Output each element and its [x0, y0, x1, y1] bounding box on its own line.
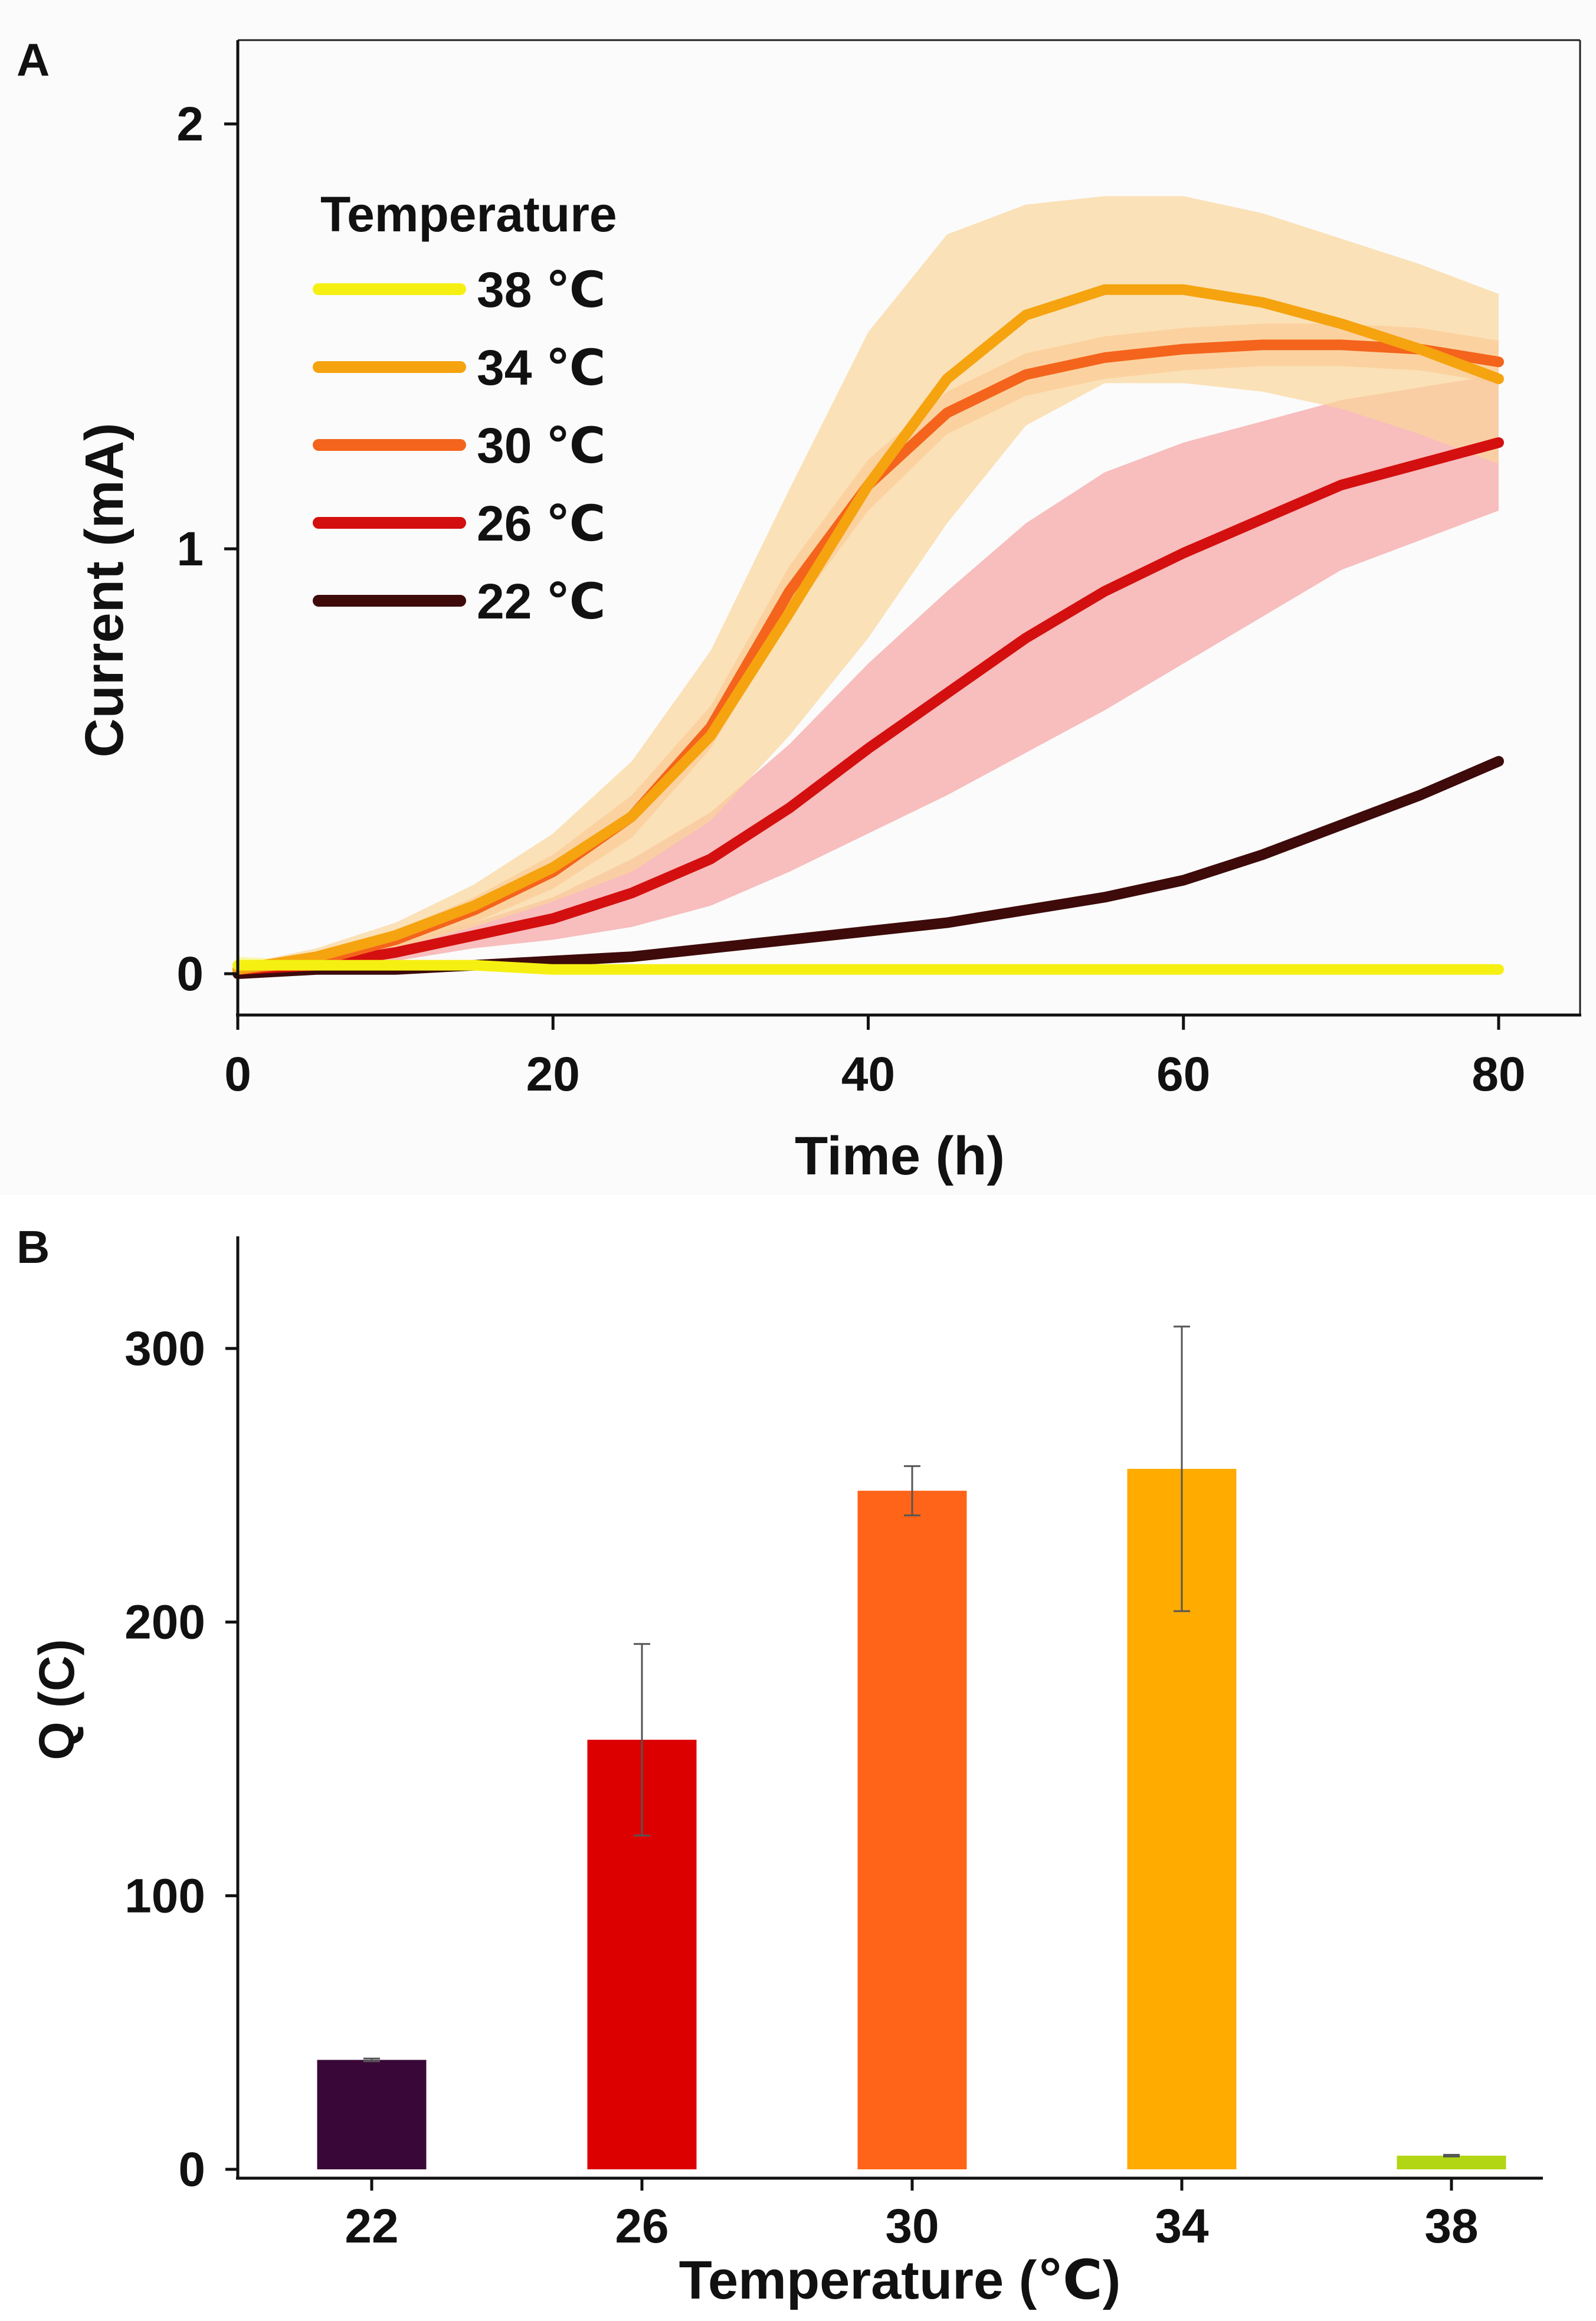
bar-30 — [857, 1491, 967, 2169]
bar-22 — [317, 2060, 427, 2169]
x-tick-label: 80 — [1472, 1047, 1525, 1101]
x-tick-label: 40 — [841, 1047, 895, 1101]
y-tick-label: 1 — [176, 522, 204, 576]
x-tick-label: 60 — [1156, 1047, 1210, 1101]
panel-b-ticks: 22 26 30 34 38 0 100 200 300 — [124, 1322, 1478, 2253]
error-band-34 — [238, 196, 1499, 974]
y-tick-label: 200 — [124, 1596, 205, 1649]
x-tick-label: 22 — [345, 2199, 398, 2253]
panel-b: B 22 26 30 34 38 0 100 200 300 Temperature (℃) Q… — [17, 1221, 1543, 2310]
panel-a-series-lines — [232, 284, 1504, 979]
error-bar-30 — [904, 1465, 920, 1517]
y-tick-label: 0 — [176, 947, 204, 1001]
bar-38 — [1397, 2155, 1506, 2169]
panel-a: A 0 20 40 60 80 0 1 2 Time (h) Current (mA) Tem… — [17, 34, 1581, 1186]
error-bar-34 — [1174, 1325, 1190, 1612]
panel-a-x-axis-title: Time (h) — [795, 1126, 1005, 1186]
y-tick-label: 100 — [124, 1869, 205, 1923]
series-line-34 — [232, 284, 1504, 975]
error-bar-22 — [363, 2057, 380, 2063]
x-tick-label: 26 — [615, 2199, 668, 2253]
panel-b-x-axis-title: Temperature (℃) — [679, 2250, 1121, 2310]
legend-label-26: 26 ℃ — [477, 496, 606, 551]
panel-b-letter: B — [17, 1221, 50, 1273]
y-tick-label: 2 — [176, 97, 204, 151]
series-line-26 — [232, 437, 1504, 975]
y-tick-label: 0 — [178, 2143, 205, 2196]
panel-b-error-bars — [363, 1325, 1460, 2158]
x-tick-label: 30 — [885, 2199, 939, 2253]
panel-b-y-axis-title: Q (C) — [29, 1639, 84, 1760]
legend-label-30: 30 ℃ — [477, 418, 606, 473]
panel-a-letter: A — [17, 34, 50, 86]
legend-title: Temperature — [320, 186, 617, 242]
panel-a-y-axis-title: Current (mA) — [74, 423, 135, 757]
x-tick-label: 34 — [1155, 2199, 1209, 2253]
legend-label-34: 34 ℃ — [477, 340, 606, 395]
panel-a-legend: Temperature 38 ℃ 34 ℃ 30 ℃ 26 ℃ 22 ℃ — [313, 186, 617, 629]
x-tick-label: 20 — [526, 1047, 580, 1101]
panel-b-bars — [317, 1469, 1506, 2169]
legend-label-38: 38 ℃ — [477, 262, 606, 317]
x-tick-label: 38 — [1424, 2199, 1478, 2253]
series-line-38 — [232, 960, 1504, 975]
legend-label-22: 22 ℃ — [477, 574, 606, 629]
x-tick-label: 0 — [224, 1047, 251, 1101]
error-bar-38 — [1443, 2153, 1460, 2158]
error-band-26 — [238, 374, 1499, 974]
error-bar-26 — [634, 1643, 650, 1836]
y-tick-label: 300 — [124, 1322, 205, 1376]
panel-a-ticks: 0 20 40 60 80 0 1 2 — [176, 97, 1525, 1101]
